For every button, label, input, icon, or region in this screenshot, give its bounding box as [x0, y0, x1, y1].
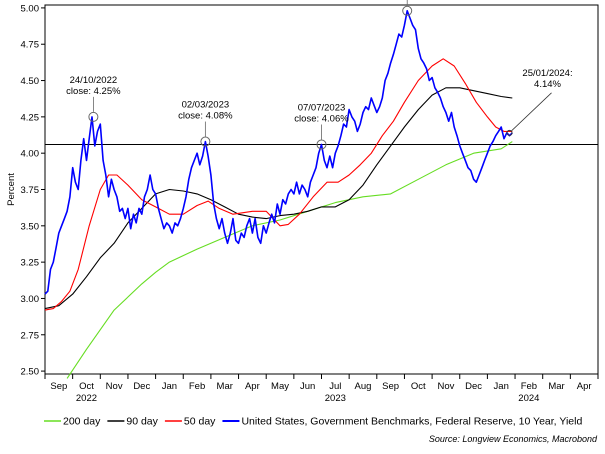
y-tick-label: 4.00 — [21, 149, 40, 160]
y-tick-label: 3.25 — [21, 258, 40, 269]
annotation-marker-2 — [200, 136, 211, 147]
annotation-marker-1 — [88, 111, 99, 122]
x-month-label: Sep — [382, 381, 399, 392]
x-month-label: Nov — [437, 381, 454, 392]
x-month-label: Aug — [355, 381, 372, 392]
x-month-label: Jul — [329, 381, 341, 392]
x-month-label: Dec — [465, 381, 482, 392]
y-axis-label: Percent — [6, 173, 17, 206]
legend-label-4: United States, Government Benchmarks, Fe… — [241, 416, 582, 428]
annotation-marker-5 — [506, 129, 513, 136]
annotation-value-5: 4.14% — [534, 79, 561, 90]
y-tick-label: 3.75 — [21, 185, 40, 196]
legend-label-1: 200 day — [63, 416, 101, 428]
annotation-marker-4 — [402, 5, 413, 16]
x-month-label: Oct — [79, 381, 94, 392]
series-line-3 — [44, 58, 513, 311]
annotation-date-3: 07/07/2023 — [298, 102, 346, 113]
x-month-label: May — [271, 381, 289, 392]
annotation-date-5: 25/01/2024: — [522, 68, 572, 79]
x-year-label: 2024 — [518, 393, 539, 404]
annotation-date-1: 24/10/2022 — [70, 75, 118, 86]
y-tick-label: 2.75 — [21, 330, 40, 341]
x-year-label: 2022 — [76, 393, 97, 404]
x-month-label: Jun — [300, 381, 315, 392]
x-year-label: 2023 — [325, 393, 346, 404]
plot-area-frame — [44, 4, 599, 375]
legend-label-2: 90 day — [126, 416, 158, 428]
series-line-2 — [44, 87, 513, 310]
y-tick-label: 3.00 — [21, 294, 40, 305]
x-month-label: Oct — [411, 381, 426, 392]
x-month-label: Feb — [521, 381, 537, 392]
y-tick-label: 4.50 — [21, 76, 40, 87]
y-tick-label: 4.25 — [21, 112, 40, 123]
y-tick-label: 5.00 — [21, 3, 40, 14]
source-note: Source: Longview Economics, Macrobond — [429, 434, 598, 444]
annotation-value-2: close: 4.08% — [178, 111, 233, 122]
x-month-label: Mar — [217, 381, 233, 392]
x-month-label: Sep — [50, 381, 67, 392]
y-tick-label: 3.50 — [21, 221, 40, 232]
series-line-4 — [44, 10, 513, 295]
x-month-label: Jan — [494, 381, 509, 392]
annotation-leader-5 — [511, 92, 552, 132]
x-month-label: Mar — [548, 381, 564, 392]
x-month-label: Feb — [189, 381, 205, 392]
x-month-label: Jan — [162, 381, 177, 392]
legend-label-3: 50 day — [184, 416, 216, 428]
annotation-value-1: close: 4.25% — [66, 86, 121, 97]
x-month-label: Apr — [577, 381, 592, 392]
x-month-label: Apr — [245, 381, 260, 392]
x-month-label: Dec — [133, 381, 150, 392]
annotation-value-3: close: 4.06% — [294, 113, 349, 124]
x-month-label: Nov — [106, 381, 123, 392]
annotation-marker-3 — [316, 139, 327, 150]
y-tick-label: 2.50 — [21, 367, 40, 378]
y-tick-label: 4.75 — [21, 40, 40, 51]
annotation-date-2: 02/03/2023 — [182, 100, 230, 111]
series-line-1 — [66, 141, 513, 379]
